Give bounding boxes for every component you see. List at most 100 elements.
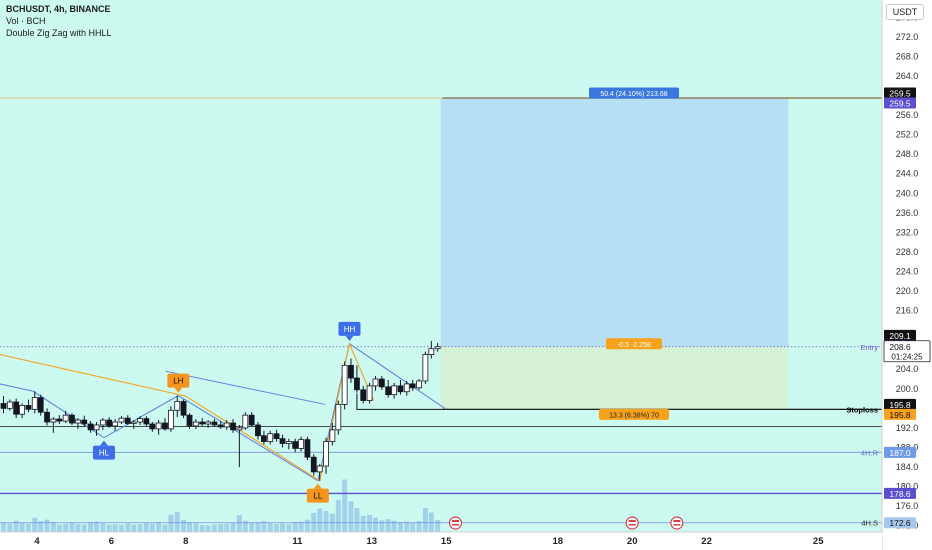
price-tag: 259.5 (889, 98, 911, 108)
pivot-badge-lh (167, 373, 190, 388)
candle-down (211, 421, 218, 426)
volume-bar (7, 523, 13, 532)
candle-down (180, 401, 187, 416)
candle-up (267, 433, 274, 442)
volume-bar (205, 525, 211, 532)
volume-bar (118, 524, 124, 532)
candle-down (279, 438, 286, 444)
x-tick-label: 4 (34, 536, 40, 547)
price-tag: 195.8 (889, 400, 911, 410)
target-label-box (589, 87, 679, 99)
candle-up (236, 427, 243, 431)
y-tick-label: 244.0 (896, 169, 919, 179)
volume-bar (391, 520, 397, 532)
pivot-badge-ll (306, 488, 329, 503)
candle-up (329, 429, 336, 442)
volume-bar (125, 523, 131, 532)
candle-down (106, 419, 113, 427)
volume-bar (410, 522, 416, 532)
candle-up (99, 419, 106, 426)
right-label-stoploss: Stoploss (846, 405, 878, 414)
candle-up (62, 414, 69, 422)
candle-up (93, 424, 100, 431)
pivot-label-hl: HL (99, 449, 110, 458)
pivot-label-lh: LH (173, 377, 183, 386)
y-tick-label: 220.0 (896, 286, 919, 296)
current-price: 208.6 (889, 342, 911, 352)
candle-down (230, 422, 236, 431)
candle-down (199, 421, 206, 425)
x-tick-label: 6 (109, 536, 114, 547)
y-tick-label: 176.0 (896, 501, 919, 511)
current-price-box (883, 340, 931, 363)
candle-down (25, 405, 32, 410)
price-tag-box (884, 97, 916, 109)
candle-up (403, 383, 410, 393)
volume-bar (63, 523, 69, 532)
volume-bar (13, 520, 19, 532)
price-tag-box (884, 329, 916, 341)
price-tag-box (884, 517, 916, 529)
price-tag-box (884, 446, 916, 458)
indicator-legend[interactable]: Double Zig Zag with HHLL (6, 28, 112, 38)
candle-down (37, 397, 44, 413)
candle-down (81, 419, 88, 425)
price-tag-box (884, 398, 916, 410)
candle-up (422, 354, 429, 382)
candle-up (428, 348, 435, 355)
candle-up (6, 401, 13, 409)
event-flag-icon (448, 516, 463, 530)
right-label-4hr: 4H.R (861, 448, 879, 457)
candle-down (44, 411, 50, 423)
volume-bar (292, 521, 298, 532)
volume-bar (56, 524, 62, 532)
price-tag: 178.6 (889, 489, 911, 499)
candle-up (155, 422, 162, 430)
volume-bar (38, 521, 44, 532)
candle-up (112, 421, 119, 427)
volume-bar (94, 521, 100, 532)
candle-up (192, 421, 199, 427)
symbol-title[interactable]: BCHUSDT, 4h, BINANCE (6, 4, 111, 14)
volume-bar (149, 523, 155, 532)
volume-bar (69, 522, 75, 532)
right-label-4hs: 4H.S (861, 519, 878, 528)
event-flag-icon (670, 516, 684, 530)
candle-up (298, 439, 305, 449)
volume-bar (25, 523, 31, 532)
volume-bar (404, 521, 410, 532)
stop-zone (440, 346, 789, 410)
currency-button[interactable]: USDT (886, 4, 924, 20)
candle-up (174, 401, 181, 411)
entry-label: -0.5 -2.258 (617, 342, 651, 349)
price-tag: 259.5 (889, 88, 911, 98)
volume-bar (218, 524, 224, 532)
volume-bar (75, 524, 81, 532)
x-tick-label: 18 (553, 536, 564, 547)
candle-down (261, 435, 267, 442)
entry-label-box (606, 338, 662, 350)
price-tag-box (884, 487, 916, 499)
event-flag-icon (625, 516, 639, 530)
volume-bar (168, 514, 174, 532)
x-tick-label: 11 (292, 536, 303, 547)
candle-up (434, 346, 441, 350)
volume-legend[interactable]: Vol · BCH (6, 16, 46, 26)
candle-up (341, 364, 348, 405)
y-tick-label: 256.0 (896, 110, 919, 120)
volume-bar (342, 479, 348, 532)
volume-bar (230, 523, 236, 532)
candle-down (354, 377, 360, 391)
volume-bar (224, 523, 230, 532)
candle-up (137, 418, 143, 423)
pivot-badge-hl (92, 445, 115, 460)
candle-up (372, 378, 379, 387)
event-flag-stripe (452, 524, 459, 526)
volume-bar (187, 522, 193, 532)
candle-up (19, 405, 26, 415)
candle-down (143, 418, 150, 425)
pivot-pointer-hh (345, 335, 354, 341)
volume-bar (143, 523, 149, 532)
candle-down (385, 386, 392, 396)
